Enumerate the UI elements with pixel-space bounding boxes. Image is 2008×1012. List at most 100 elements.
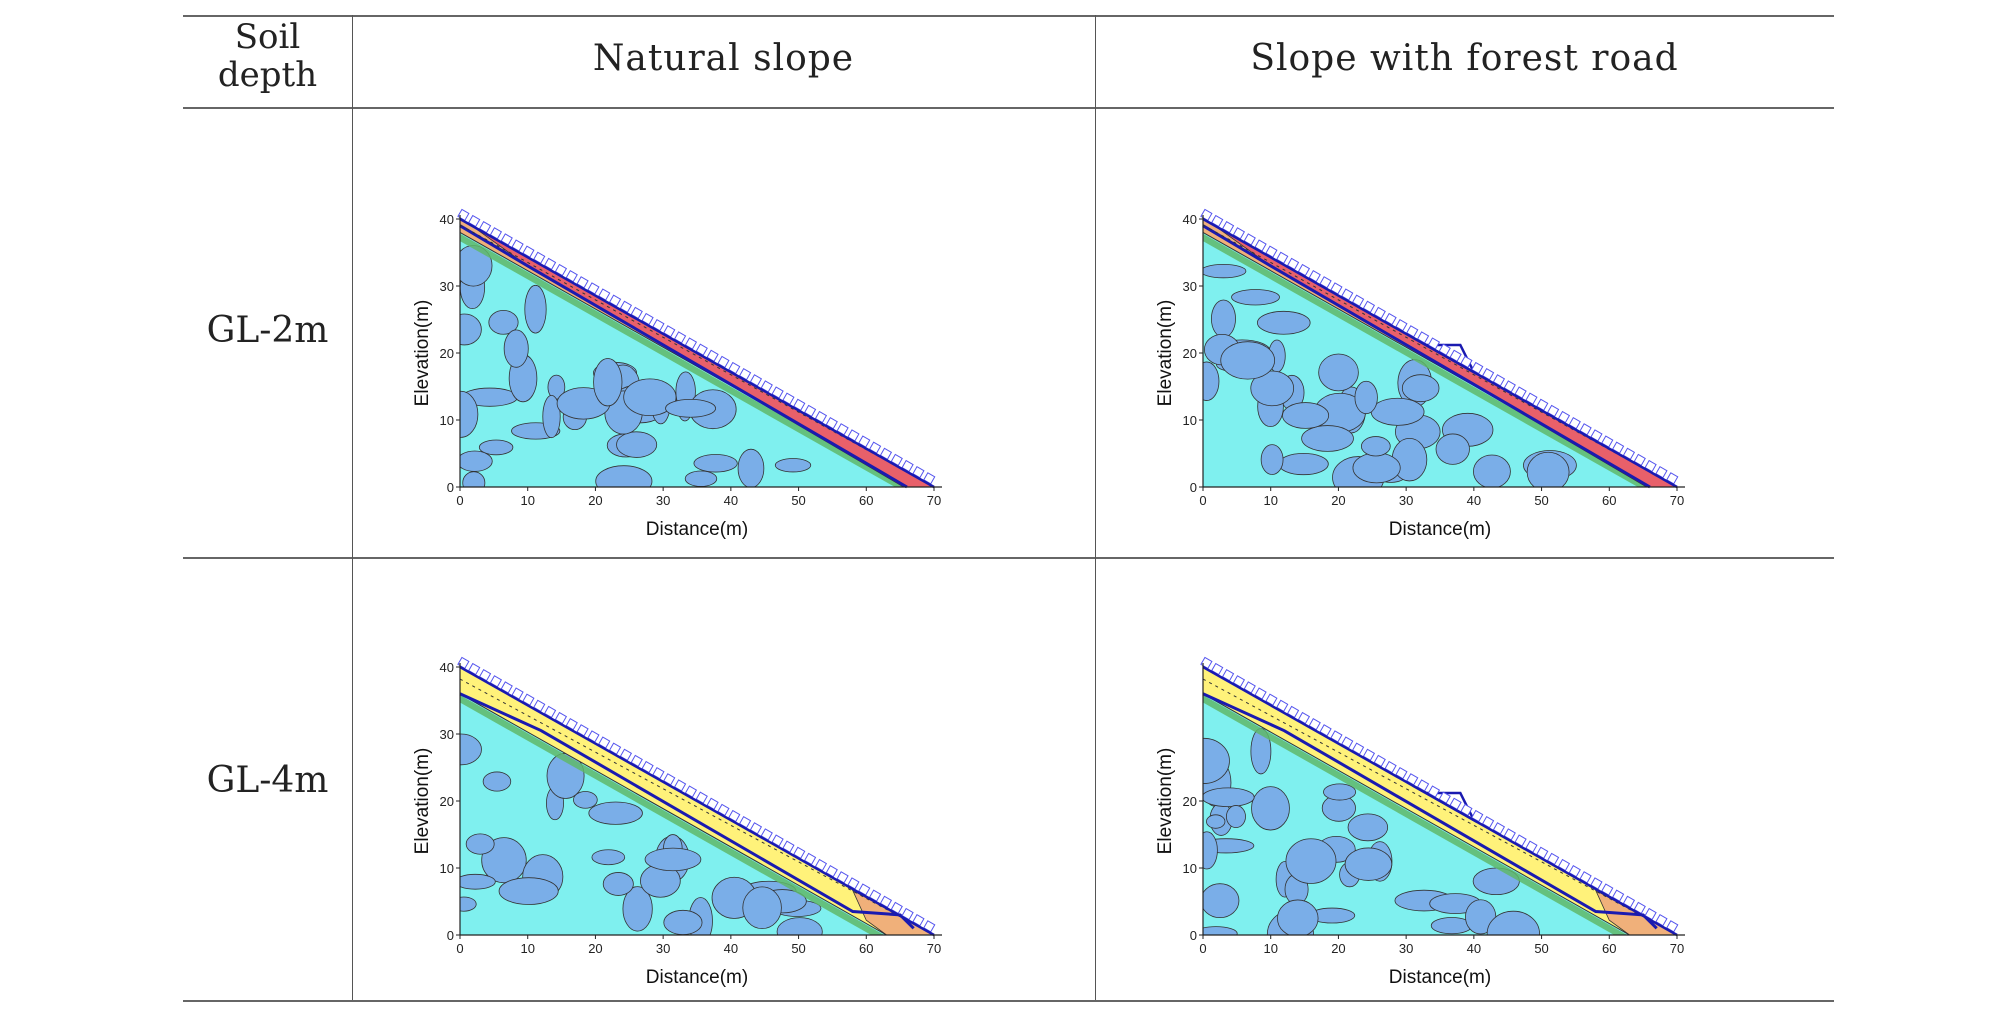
- pore-pressure-blob: [1301, 425, 1354, 452]
- x-tick-label: 30: [656, 941, 670, 956]
- pore-pressure-blob: [1203, 831, 1218, 870]
- pore-pressure-blob: [465, 833, 495, 855]
- x-tick-label: 10: [1263, 493, 1277, 508]
- column-divider-2: [1095, 15, 1096, 1000]
- x-tick-label: 70: [927, 493, 941, 508]
- pore-pressure-blob: [1250, 370, 1295, 407]
- x-tick-label: 40: [1467, 941, 1481, 956]
- blob-group: [1203, 263, 1577, 487]
- x-tick-label: 50: [1534, 493, 1548, 508]
- x-tick-label: 0: [456, 493, 463, 508]
- y-tick-label: 40: [440, 660, 454, 675]
- x-tick-label: 50: [791, 941, 805, 956]
- row-divider: [183, 557, 1834, 559]
- pore-pressure-blob: [1352, 452, 1401, 484]
- pore-pressure-blob: [542, 394, 561, 439]
- x-tick-label: 40: [724, 941, 738, 956]
- x-tick-label: 60: [859, 493, 873, 508]
- x-tick-label: 0: [1199, 493, 1206, 508]
- pore-pressure-blob: [684, 470, 718, 487]
- pore-pressure-blob: [622, 886, 653, 932]
- pore-pressure-blob: [663, 909, 703, 935]
- pore-pressure-blob: [1226, 805, 1246, 829]
- x-axis-label: Distance(m): [1389, 967, 1491, 988]
- x-tick-label: 70: [1670, 941, 1684, 956]
- y-axis-label: Elevation(m): [1155, 300, 1176, 407]
- x-tick-label: 60: [1602, 493, 1616, 508]
- panel-gl4-road: 0 10 20 30 40 50 60 70 0 10 20 Distance(m) Elevation…: [1155, 656, 1685, 988]
- y-tick-label: 30: [440, 279, 454, 294]
- ground-surface-line: [1202, 217, 1678, 489]
- pore-pressure-blob: [498, 877, 559, 905]
- y-tick-label: 40: [1183, 212, 1197, 227]
- pore-pressure-blob: [1203, 361, 1220, 401]
- pore-pressure-blob: [1257, 310, 1311, 335]
- pore-pressure-blob: [1435, 433, 1470, 465]
- pore-pressure-blob: [460, 733, 482, 766]
- row-label-gl4: GL-4m: [206, 760, 329, 801]
- y-tick-label: 10: [1183, 413, 1197, 428]
- pore-pressure-blob: [524, 284, 547, 334]
- x-tick-label: 20: [588, 941, 602, 956]
- x-tick-label: 60: [859, 941, 873, 956]
- pore-pressure-blob: [1203, 737, 1230, 784]
- pore-pressure-blob: [1211, 299, 1236, 338]
- y-tick-label: 10: [440, 413, 454, 428]
- x-tick-label: 20: [1331, 493, 1345, 508]
- pore-pressure-blob: [616, 431, 658, 458]
- ground-surface-line: [459, 217, 935, 489]
- blob-group: [1203, 728, 1540, 935]
- pore-pressure-blob: [1203, 787, 1255, 808]
- pore-pressure-blob: [1347, 813, 1389, 842]
- pore-pressure-blob: [1401, 374, 1440, 403]
- x-tick-label: 30: [656, 493, 670, 508]
- y-tick-label: 10: [440, 861, 454, 876]
- x-axis-label: Distance(m): [1389, 519, 1491, 540]
- y-tick-label: 30: [1183, 279, 1197, 294]
- pore-pressure-blob: [591, 849, 626, 866]
- pore-pressure-blob: [1344, 847, 1393, 881]
- x-tick-label: 20: [588, 493, 602, 508]
- y-axis-label: Elevation(m): [412, 300, 433, 407]
- pore-pressure-blob: [774, 458, 812, 473]
- x-tick-label: 0: [1199, 941, 1206, 956]
- x-tick-label: 10: [520, 493, 534, 508]
- pore-pressure-blob: [1323, 783, 1357, 801]
- pore-pressure-blob: [460, 896, 477, 912]
- ground-surface-line: [459, 665, 935, 937]
- pore-pressure-blob: [1251, 786, 1290, 831]
- x-tick-label: 10: [520, 941, 534, 956]
- x-tick-label: 70: [927, 941, 941, 956]
- pore-pressure-blob: [1526, 451, 1570, 487]
- pore-pressure-blob: [460, 450, 493, 472]
- x-tick-label: 10: [1263, 941, 1277, 956]
- y-tick-label: 10: [1183, 861, 1197, 876]
- pore-pressure-blob: [482, 771, 512, 792]
- slip-surface-line: [459, 224, 908, 489]
- header-rule: [183, 107, 1834, 109]
- pore-pressure-blob: [737, 448, 765, 487]
- y-tick-label: 20: [440, 346, 454, 361]
- y-tick-label: 20: [1183, 794, 1197, 809]
- pore-pressure-blob: [478, 439, 514, 456]
- y-tick-label: 20: [1183, 346, 1197, 361]
- x-tick-label: 30: [1399, 493, 1413, 508]
- table-top-rule: [183, 15, 1834, 17]
- pore-pressure-blob: [588, 801, 643, 825]
- pore-pressure-blob: [1203, 926, 1238, 935]
- pore-pressure-blob: [462, 471, 486, 487]
- pore-pressure-blob: [1473, 454, 1511, 487]
- pore-pressure-blob: [1318, 353, 1359, 392]
- water-table-line: [1202, 678, 1678, 936]
- y-tick-label: 0: [447, 928, 454, 943]
- y-axis-label: Elevation(m): [1155, 748, 1176, 855]
- row-label-gl2: GL-2m: [206, 310, 329, 351]
- panel-gl4-natural: 0 10 20 30 40 50 60 70 0 10 20 30 40 Distance(m) Eleva…: [412, 656, 942, 988]
- pore-pressure-blob: [1354, 380, 1378, 415]
- pore-pressure-blob: [1220, 341, 1276, 380]
- pore-pressure-blob: [1282, 402, 1330, 429]
- x-axis-label: Distance(m): [646, 967, 748, 988]
- pore-pressure-blob: [1203, 263, 1247, 279]
- table-bottom-rule: [183, 1000, 1834, 1002]
- x-tick-label: 0: [456, 941, 463, 956]
